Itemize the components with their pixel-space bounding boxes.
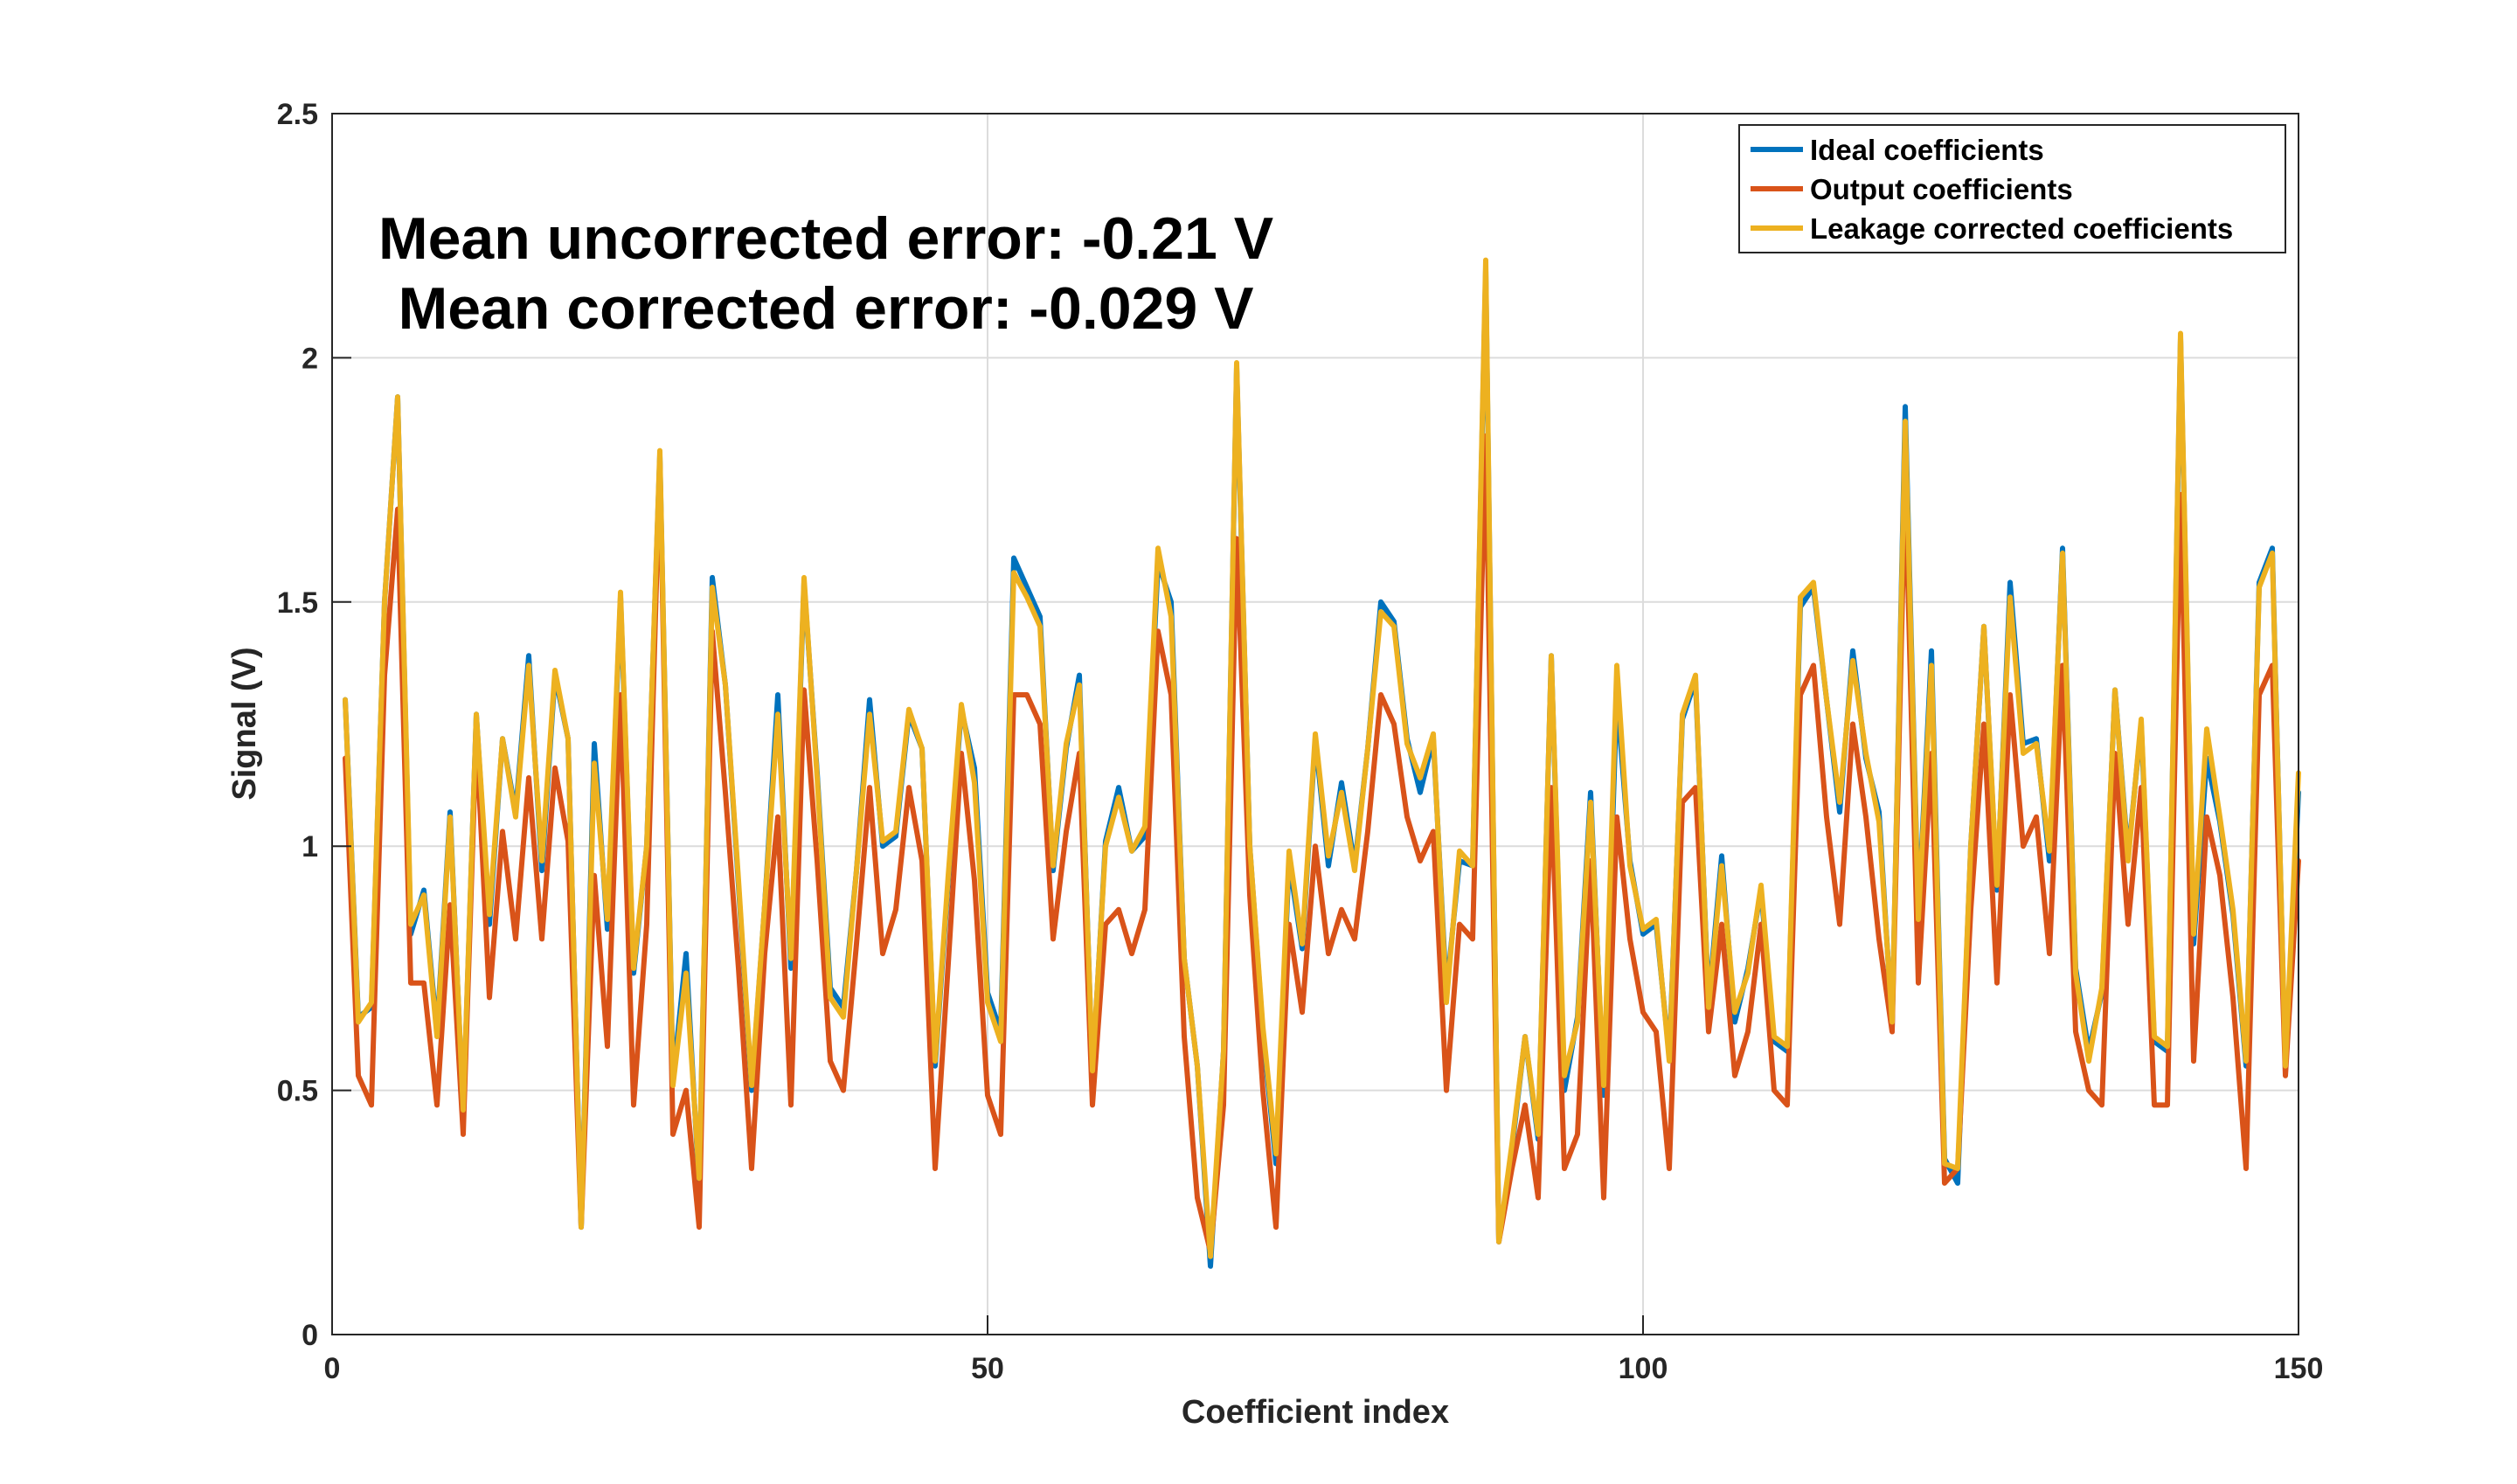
y-tick-label: 0	[302, 1319, 318, 1352]
y-axis-label: Signal (V)	[226, 647, 263, 800]
x-tick-label: 0	[324, 1352, 341, 1385]
y-tick-label: 2	[302, 342, 318, 375]
legend-label-output: Output coefficients	[1810, 173, 2073, 205]
x-axis-label: Coefficient index	[1182, 1394, 1449, 1431]
y-tick-label: 1	[302, 830, 318, 863]
y-tick-label: 2.5	[277, 98, 318, 131]
legend-label-leakage-corrected: Leakage corrected coefficients	[1810, 212, 2233, 245]
legend: Ideal coefficients Output coefficients L…	[1738, 124, 2286, 253]
x-tick-label: 150	[2274, 1352, 2324, 1385]
legend-box	[1738, 124, 2286, 253]
y-tick-label: 0.5	[277, 1075, 318, 1108]
y-tick-label: 1.5	[277, 586, 318, 620]
series-lines	[343, 257, 2301, 1269]
legend-label-ideal: Ideal coefficients	[1810, 134, 2044, 166]
annotation-corrected-error: Mean corrected error: -0.029 V	[399, 275, 1254, 342]
annotation-uncorrected-error: Mean uncorrected error: -0.21 V	[378, 205, 1273, 272]
plot-frame	[331, 113, 2299, 1335]
plot-background	[332, 114, 2299, 1335]
axis-ticks: 0 50 100 150 0 0.5 1 1.5 2 2.5	[277, 98, 2324, 1385]
leakage-corrected-coefficients-line	[343, 257, 2301, 1259]
x-tick-label: 50	[971, 1352, 1004, 1385]
x-tick-label: 100	[1619, 1352, 1668, 1385]
